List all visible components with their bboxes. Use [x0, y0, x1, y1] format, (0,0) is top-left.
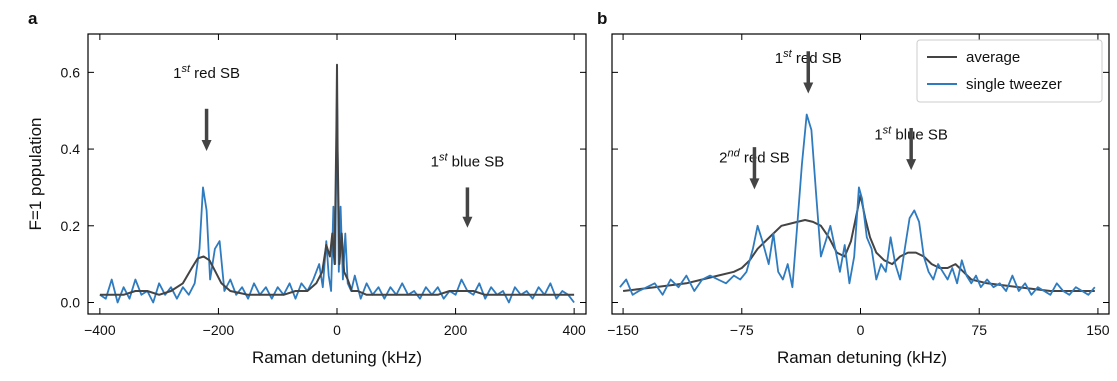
x-tick-label: 150 — [1086, 322, 1110, 338]
sideband-annotation: 1st blue SB — [431, 151, 505, 170]
arrow-down-icon — [462, 216, 473, 228]
panel-b-ticks: −150 −75 0 75 150 — [607, 34, 1110, 338]
series-line-average — [99, 63, 575, 296]
legend-label-average: average — [966, 49, 1020, 66]
legend: average single tweezer — [916, 39, 1103, 103]
panel-a-ticks: −400 −200 0 200 400 0.0 0.2 0.4 0.6 — [61, 34, 586, 338]
arrow-down-icon — [803, 82, 814, 94]
panel-b-annotations: 1st red SB 2nd red SB 1st blue SB — [719, 48, 948, 190]
x-tick-label: −400 — [84, 322, 116, 338]
x-tick-label: −75 — [730, 322, 754, 338]
arrow-down-icon — [201, 139, 212, 151]
panel-a-label: a — [28, 9, 38, 28]
series-line-average — [622, 194, 1095, 292]
panel-a-series — [99, 63, 575, 304]
sideband-annotation: 1st red SB — [775, 48, 842, 67]
y-tick-label: 0.6 — [61, 64, 81, 80]
x-tick-label: 400 — [562, 322, 586, 338]
series-line-single-tweezer — [619, 113, 1096, 296]
sideband-annotation: 1st blue SB — [874, 124, 948, 143]
panel-a: a −400 −200 0 200 400 0.0 0.2 0.4 0.6 1st red SB… — [26, 9, 587, 367]
arrow-down-icon — [749, 178, 760, 190]
sideband-annotation: 2nd red SB — [719, 147, 790, 166]
panel-b-label: b — [597, 9, 607, 28]
y-tick-label: 0.4 — [61, 141, 81, 157]
legend-label-single-tweezer: single tweezer — [966, 76, 1062, 93]
y-tick-label: 0.2 — [61, 218, 81, 234]
x-tick-label: 0 — [857, 322, 865, 338]
sideband-annotation: 1st red SB — [173, 63, 240, 82]
panel-b-series — [619, 113, 1096, 296]
panel-a-x-axis-title: Raman detuning (kHz) — [252, 348, 422, 367]
x-tick-label: −200 — [203, 322, 235, 338]
x-tick-label: 75 — [971, 322, 987, 338]
panel-a-y-axis-title: F=1 population — [26, 118, 45, 231]
legend-box — [916, 39, 1103, 103]
x-tick-label: −150 — [607, 322, 639, 338]
x-tick-label: 0 — [333, 322, 341, 338]
arrow-down-icon — [906, 159, 917, 171]
y-tick-label: 0.0 — [61, 294, 81, 310]
panel-b-x-axis-title: Raman detuning (kHz) — [777, 348, 947, 367]
panel-a-annotations: 1st red SB 1st blue SB — [173, 63, 504, 228]
x-tick-label: 200 — [444, 322, 468, 338]
